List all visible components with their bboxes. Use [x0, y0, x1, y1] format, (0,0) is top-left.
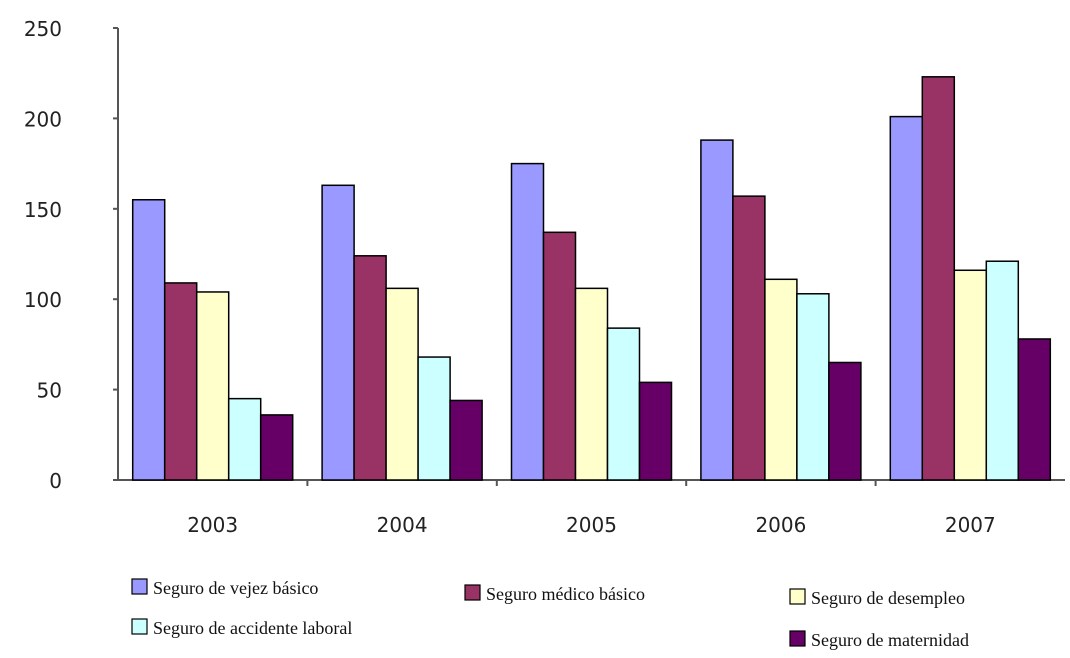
- x-tick-label: 2005: [566, 513, 617, 537]
- legend-swatch: [131, 578, 148, 595]
- y-tick-label: 0: [49, 469, 62, 493]
- bar: [828, 361, 862, 481]
- y-tick-label: 50: [37, 379, 62, 403]
- bar: [985, 260, 1020, 481]
- x-tick-label: 2006: [755, 513, 806, 537]
- bar: [259, 414, 294, 481]
- bar: [163, 282, 198, 481]
- x-tick-label: 2007: [945, 513, 996, 537]
- bar: [1017, 338, 1052, 481]
- y-tick-label: 250: [24, 17, 62, 41]
- bar: [732, 195, 766, 481]
- legend-label: Seguro de desempleo: [811, 588, 965, 608]
- bar: [542, 231, 577, 481]
- legend-swatch: [464, 584, 481, 601]
- bar: [889, 115, 924, 481]
- bar: [195, 291, 230, 481]
- bar: [953, 269, 988, 481]
- bar: [606, 327, 641, 481]
- x-axis: 2003 2004 2005 2006 2007: [118, 479, 1065, 537]
- legend-label: Seguro de accidente laboral: [153, 618, 352, 638]
- legend: Seguro de vejez básico Seguro médico bási…: [131, 578, 969, 650]
- legend-swatch: [789, 588, 806, 605]
- bars: [131, 76, 1052, 481]
- bar: [638, 381, 673, 481]
- legend-label: Seguro de maternidad: [811, 630, 969, 650]
- bar: [764, 278, 798, 481]
- bar: [796, 293, 830, 481]
- bar: [353, 255, 387, 481]
- bar: [321, 184, 355, 481]
- y-axis: 0 50 100 150 200 250: [24, 17, 119, 493]
- bar: [921, 76, 956, 481]
- legend-label: Seguro de vejez básico: [153, 578, 318, 598]
- legend-label: Seguro médico básico: [486, 584, 645, 604]
- bar: [131, 199, 166, 481]
- bar: [227, 397, 262, 481]
- bar: [449, 399, 483, 481]
- y-tick-label: 100: [24, 288, 62, 312]
- bar: [510, 162, 545, 481]
- legend-swatch: [789, 630, 806, 647]
- y-tick-label: 150: [24, 198, 62, 222]
- legend-swatch: [131, 618, 148, 635]
- x-tick-label: 2003: [187, 513, 238, 537]
- bar: [700, 139, 734, 481]
- bar: [385, 287, 419, 481]
- bar: [417, 356, 451, 481]
- y-tick-label: 200: [24, 107, 62, 131]
- x-tick-label: 2004: [377, 513, 428, 537]
- bar: [574, 287, 609, 481]
